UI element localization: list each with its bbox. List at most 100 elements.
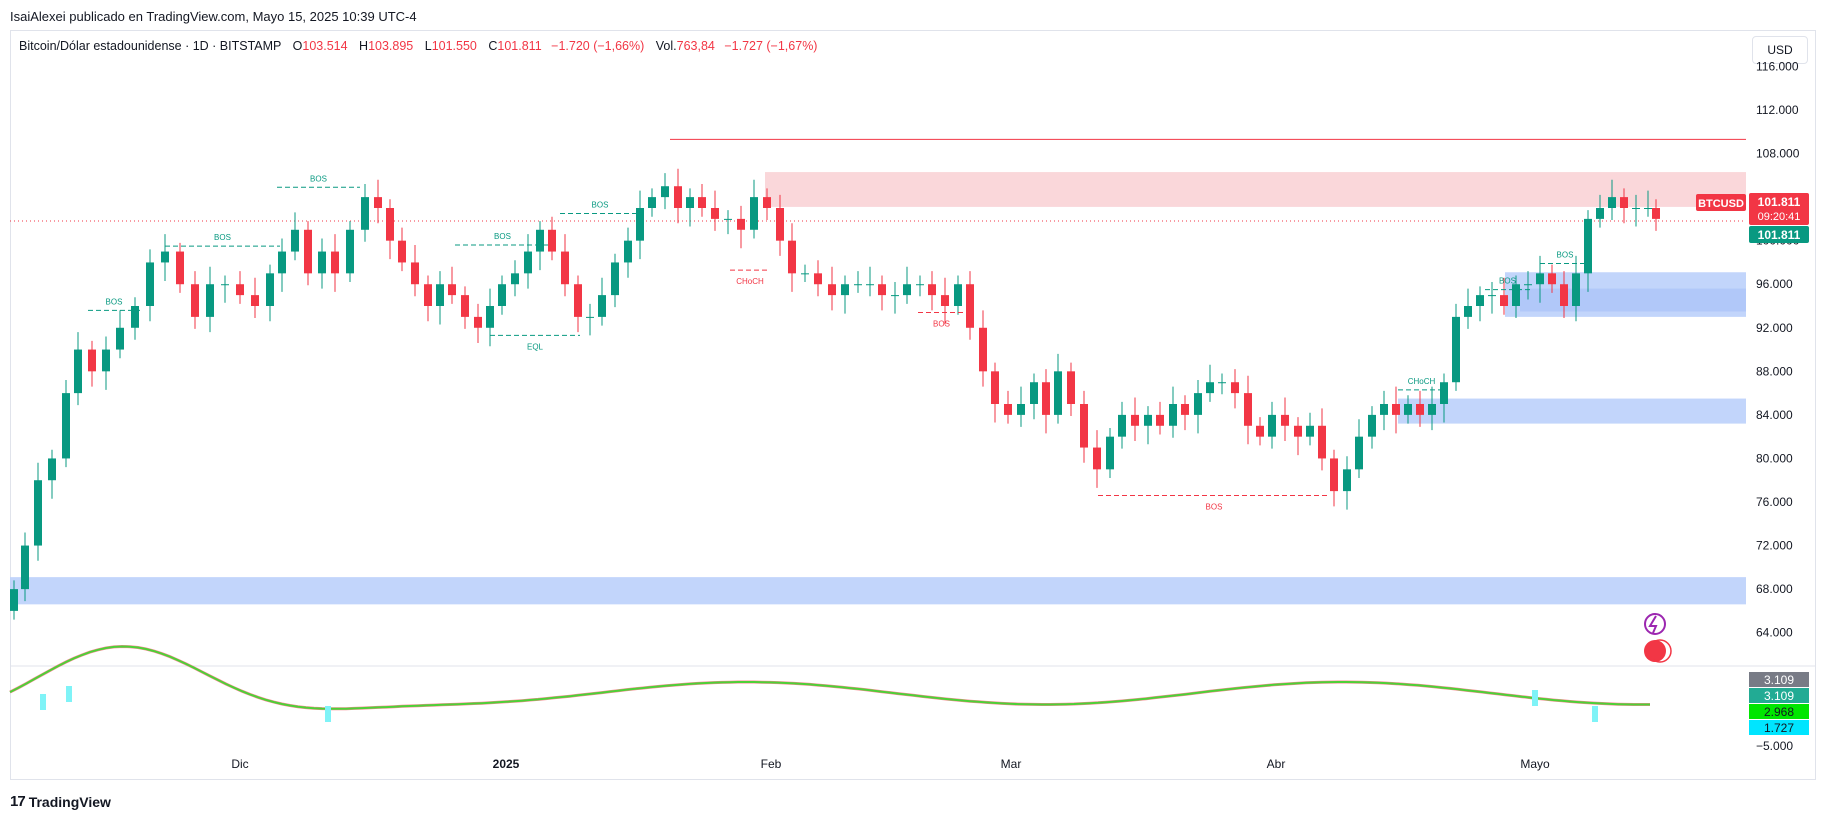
candle-body [1281, 414, 1289, 426]
x-axis-label: Mar [1001, 757, 1022, 771]
candle-body [878, 284, 886, 296]
candle-body [1428, 404, 1436, 415]
us-flag-icon-ring [1648, 639, 1672, 663]
candle-body [916, 284, 924, 286]
candle-body [461, 295, 469, 317]
x-axis-label: Mayo [1520, 757, 1550, 771]
structure-label: BOS [933, 320, 950, 329]
candle-body [1030, 382, 1038, 404]
high-value: 103.895 [368, 39, 414, 53]
candle-body [436, 284, 444, 306]
y-tick-label: 64.000 [1756, 626, 1793, 640]
candle-body [954, 284, 962, 306]
candle-body [1652, 208, 1660, 219]
flash-icon [1644, 613, 1666, 635]
candle-body [854, 284, 862, 286]
price-chart[interactable]: 116.000112.000108.000100.00096.00092.000… [0, 0, 1826, 790]
candle-body [1181, 404, 1189, 415]
candle-body [866, 284, 874, 286]
candle-body [611, 262, 619, 296]
candle-body [266, 273, 274, 306]
close-value: 101.811 [497, 39, 542, 53]
candle-body [598, 295, 606, 317]
x-axis-label: Dic [231, 757, 248, 771]
candle-body [361, 197, 369, 230]
lightning-icon [1648, 615, 1658, 634]
candle-body [1572, 273, 1580, 306]
candle-body [674, 186, 682, 208]
candle-body [1452, 316, 1460, 383]
symbol-title[interactable]: Bitcoin/Dólar estadounidense · 1D · BITS… [19, 39, 282, 53]
candle-body [1042, 382, 1050, 415]
candle-body [1244, 393, 1252, 426]
candle-body [636, 208, 644, 241]
candle-body [88, 349, 96, 372]
candle-body [346, 229, 354, 274]
candle-body [763, 197, 771, 208]
osc-value-tag [1749, 704, 1809, 719]
candle-body [1476, 295, 1484, 306]
candle-body [1608, 197, 1616, 208]
oscillator-signal-marker [1592, 706, 1598, 722]
candle-body [1368, 414, 1376, 437]
structure-label: EQL [527, 342, 544, 351]
candle-body [1080, 404, 1088, 448]
candle-body [1054, 371, 1062, 415]
candle-body [1093, 447, 1101, 470]
candle-body [474, 316, 482, 328]
candle-body [1156, 414, 1164, 426]
y-tick-label: 96.000 [1756, 277, 1793, 291]
candle-body [291, 229, 299, 252]
candle-body [398, 240, 406, 263]
candle-body [21, 545, 29, 590]
tradingview-brand[interactable]: 17 TradingView [10, 793, 111, 810]
candle-body [536, 229, 544, 252]
published-info: IsaiAlexei publicado en TradingView.com,… [10, 9, 417, 24]
osc-tag-top-label: 3.109 [1764, 673, 1794, 687]
open-value: 103.514 [302, 39, 348, 53]
currency-button[interactable]: USD [1752, 36, 1808, 64]
candle-body [1644, 208, 1652, 209]
structure-label: BOS [1557, 251, 1574, 260]
blue-zone-inner [1520, 288, 1746, 312]
candle-body [10, 589, 18, 611]
candle-body [1131, 414, 1139, 426]
candle-body [331, 251, 339, 274]
y-tick-label: 112.000 [1756, 103, 1799, 117]
candle-body [524, 251, 532, 274]
candle-body [1106, 436, 1114, 470]
candle-body [941, 295, 949, 306]
candle-body [1017, 404, 1025, 415]
candle-body [711, 208, 719, 219]
candle-body [1144, 414, 1152, 426]
candle-body [48, 458, 56, 481]
candle-body [191, 284, 199, 317]
structure-label: BOS [310, 174, 327, 183]
candle-body [1392, 404, 1400, 415]
candle-body [374, 197, 382, 208]
tradingview-logo-icon: 17 [10, 793, 26, 810]
candle-body [1330, 458, 1338, 492]
y-tick-label: 88.000 [1756, 364, 1793, 378]
candle-body [206, 284, 214, 317]
candle-body [776, 208, 784, 241]
y-tick-label: 72.000 [1756, 539, 1793, 553]
candle-body [278, 251, 286, 274]
osc-value-tag [1749, 720, 1809, 735]
candle-body [788, 240, 796, 274]
candle-body [448, 284, 456, 296]
last-price-label: 101.811 [1758, 195, 1801, 209]
candle-body [386, 208, 394, 241]
candle-body [131, 306, 139, 328]
candle-body [698, 197, 706, 208]
structure-label: BOS [1206, 502, 1223, 511]
candle-body [586, 316, 594, 318]
candle-body [411, 262, 419, 285]
symbol-tag [1696, 194, 1746, 211]
chart-frame [10, 30, 1816, 780]
low-value: 101.550 [431, 39, 477, 53]
change-value: −1.720 (−1,66%) [551, 39, 645, 53]
y-tick-label: 84.000 [1756, 408, 1793, 422]
candle-body [928, 284, 936, 296]
candle-body [724, 218, 732, 220]
